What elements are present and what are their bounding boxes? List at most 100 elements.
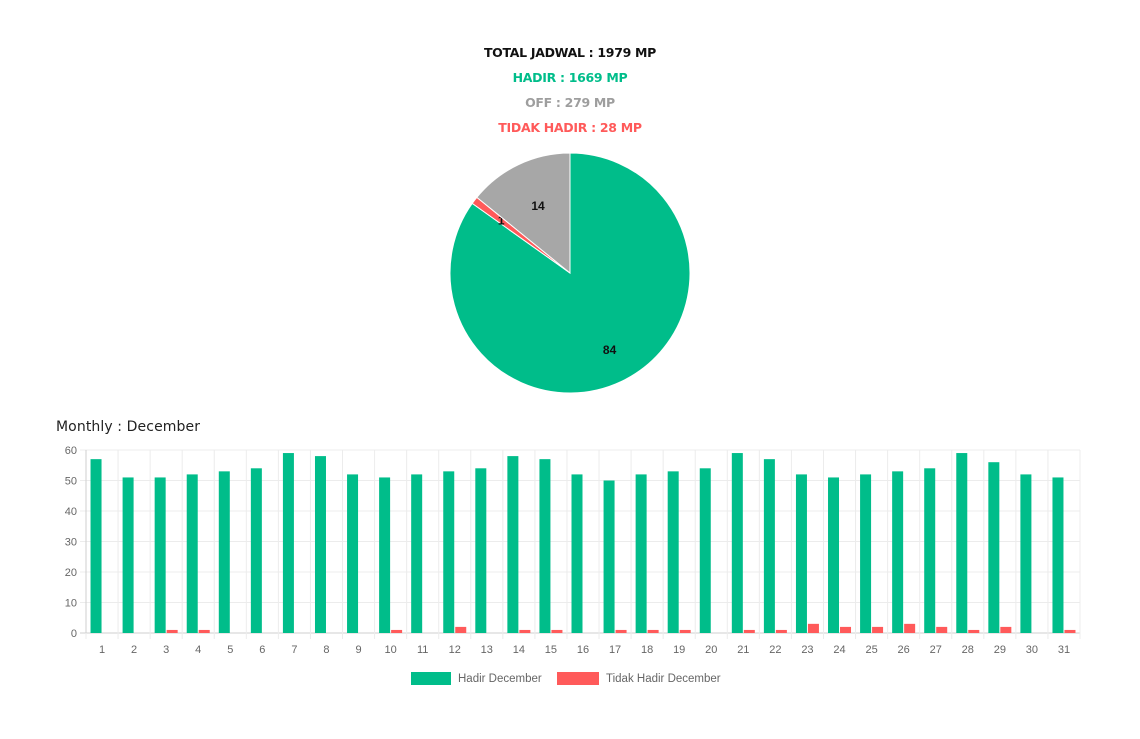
bar-hadir [443,471,455,633]
x-tick-label: 28 [962,644,974,656]
legend-tidak-hadir-swatch [557,672,599,685]
pie-data-label: 84 [603,343,617,357]
bar-tidak-hadir [968,629,980,633]
x-tick-label: 12 [449,644,461,656]
pie-data-label: 1 [498,214,505,228]
bar-tidak-hadir [679,629,691,633]
bar-tidak-hadir [455,626,467,633]
bar-hadir [731,453,743,633]
legend-hadir-swatch [411,672,451,685]
x-tick-label: 16 [577,644,589,656]
bar-tidak-hadir [743,629,755,633]
y-tick-label: 0 [71,628,77,640]
x-tick-label: 17 [609,644,621,656]
legend-hadir-label: Hadir December [458,673,542,685]
attendance-pie-chart: 84 1 14 [449,152,691,394]
bar-hadir [571,474,583,633]
bar-hadir [924,468,936,633]
x-tick-label: 1 [99,644,105,656]
x-tick-label: 3 [163,644,169,656]
bar-hadir [892,471,904,633]
bar-tidak-hadir [551,629,563,633]
bar-hadir [507,456,519,633]
bar-hadir [603,480,615,633]
bar-hadir [122,477,134,633]
bar-hadir [379,477,391,633]
x-tick-label: 18 [641,644,653,656]
summary-total-jadwal: TOTAL JADWAL : 1979 MP [483,45,657,60]
x-tick-label: 21 [737,644,749,656]
bar-hadir [282,453,294,633]
bar-hadir [763,459,775,633]
x-tick-label: 6 [259,644,265,656]
bar-hadir [475,468,487,633]
x-tick-label: 10 [384,644,396,656]
pie-slice-off [476,152,571,275]
bar-tidak-hadir [807,623,819,633]
y-tick-label: 20 [65,567,77,579]
bar-tidak-hadir [519,629,531,633]
x-tick-label: 20 [705,644,717,656]
bar-tidak-hadir [936,626,948,633]
bar-hadir [539,459,551,633]
bar-hadir [667,471,679,633]
pie-data-label: 14 [531,199,545,213]
summary-hadir: HADIR : 1669 MP [512,70,628,85]
y-tick-label: 40 [65,506,77,518]
y-tick-label: 60 [65,445,77,457]
x-tick-label: 7 [291,644,297,656]
x-tick-label: 8 [323,644,329,656]
x-tick-label: 22 [769,644,781,656]
y-tick-label: 50 [65,476,77,488]
bar-hadir [795,474,807,633]
bar-tidak-hadir [391,629,403,633]
x-tick-label: 29 [994,644,1006,656]
x-tick-label: 27 [930,644,942,656]
legend-tidak-hadir-label: Tidak Hadir December [606,673,721,685]
monthly-chart-title: Monthly : December [56,419,201,435]
bar-hadir [347,474,359,633]
bar-hadir [411,474,423,633]
x-tick-label: 23 [801,644,813,656]
bar-hadir [90,459,102,633]
x-tick-label: 13 [481,644,493,656]
bar-hadir [250,468,262,633]
bar-tidak-hadir [775,629,787,633]
bar-hadir [860,474,872,633]
x-tick-label: 2 [131,644,137,656]
bar-hadir [699,468,711,633]
bar-hadir [1052,477,1064,633]
bar-hadir [988,462,1000,633]
x-tick-label: 30 [1026,644,1038,656]
bar-hadir [154,477,166,633]
x-tick-label: 24 [833,644,845,656]
bar-hadir [828,477,840,633]
bar-tidak-hadir [198,629,210,633]
x-tick-label: 26 [898,644,910,656]
bar-tidak-hadir [1064,629,1076,633]
x-tick-label: 11 [417,644,428,656]
x-tick-label: 15 [545,644,557,656]
bar-hadir [218,471,230,633]
x-tick-label: 14 [513,644,525,656]
bar-tidak-hadir [1000,626,1012,633]
bar-tidak-hadir [647,629,659,633]
y-tick-label: 30 [65,537,77,549]
bar-tidak-hadir [840,626,852,633]
x-tick-label: 31 [1058,644,1070,656]
bar-hadir [1020,474,1032,633]
x-tick-label: 4 [195,644,201,656]
bar-hadir [186,474,198,633]
summary-tidak-hadir: TIDAK HADIR : 28 MP [498,120,642,135]
x-tick-label: 25 [865,644,877,656]
bar-tidak-hadir [166,629,178,633]
bar-tidak-hadir [872,626,884,633]
bar-hadir [635,474,647,633]
bar-tidak-hadir [615,629,627,633]
bar-hadir [956,453,968,633]
x-tick-label: 19 [673,644,685,656]
bar-hadir [314,456,326,633]
y-tick-label: 10 [65,598,77,610]
bar-tidak-hadir [904,623,916,633]
